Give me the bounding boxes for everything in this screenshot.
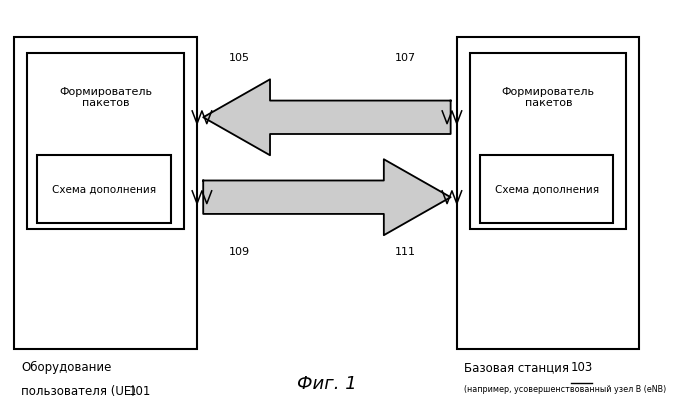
Text: Схема дополнения: Схема дополнения [495,184,599,194]
Text: 105: 105 [229,53,250,63]
Text: Формирователь
пакетов: Формирователь пакетов [59,87,152,108]
FancyBboxPatch shape [480,155,614,223]
Text: Оборудование: Оборудование [21,361,111,374]
Text: Фиг. 1: Фиг. 1 [297,375,356,393]
Text: (например, усовершенствованный узел B (eNB): (например, усовершенствованный узел B (e… [463,385,666,394]
Text: Схема дополнения: Схема дополнения [52,184,157,194]
FancyBboxPatch shape [470,53,626,229]
FancyBboxPatch shape [15,37,196,349]
Text: 109: 109 [229,247,250,257]
Text: 107: 107 [394,53,416,63]
Text: 101: 101 [129,385,151,398]
Text: пользователя (UE): пользователя (UE) [21,385,136,398]
FancyBboxPatch shape [27,53,184,229]
Text: 111: 111 [394,247,415,257]
Polygon shape [203,79,451,155]
Text: Формирователь
пакетов: Формирователь пакетов [502,87,595,108]
Polygon shape [203,159,451,235]
FancyBboxPatch shape [457,37,640,349]
Text: 103: 103 [571,361,593,374]
Text: Базовая станция: Базовая станция [463,361,569,374]
FancyBboxPatch shape [37,155,171,223]
